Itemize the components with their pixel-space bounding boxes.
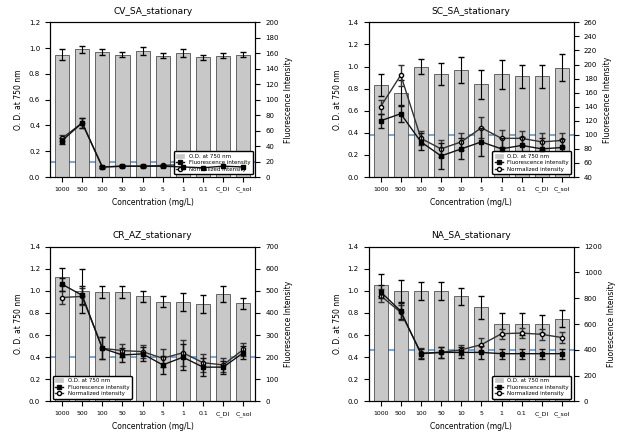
Bar: [55, 54, 69, 177]
Bar: [494, 324, 509, 401]
Bar: [75, 291, 89, 401]
Bar: [156, 56, 170, 177]
Bar: [454, 297, 468, 401]
Legend: O.D. at 750 nm, Fluorescence intensity, Normalized intensity: O.D. at 750 nm, Fluorescence intensity, …: [174, 151, 253, 174]
Bar: [414, 66, 428, 177]
Legend: O.D. at 750 nm, Fluorescence intensity, Normalized intensity: O.D. at 750 nm, Fluorescence intensity, …: [52, 376, 132, 399]
Bar: [176, 302, 190, 401]
Title: NA_SA_stationary: NA_SA_stationary: [431, 231, 511, 240]
Bar: [216, 56, 230, 177]
Legend: O.D. at 750 nm, Fluorescence intensity, Normalized intensity: O.D. at 750 nm, Fluorescence intensity, …: [492, 151, 572, 174]
Bar: [434, 74, 448, 177]
Bar: [494, 74, 509, 177]
Bar: [555, 318, 569, 401]
Bar: [515, 324, 529, 401]
Bar: [535, 324, 549, 401]
Y-axis label: Fluorescence Intensity: Fluorescence Intensity: [285, 281, 293, 367]
Bar: [196, 57, 210, 177]
Y-axis label: O. D. at 750 nm: O. D. at 750 nm: [333, 70, 342, 130]
X-axis label: Concentration (mg/L): Concentration (mg/L): [112, 198, 193, 207]
Y-axis label: O. D. at 750 nm: O. D. at 750 nm: [14, 294, 23, 354]
Bar: [474, 84, 489, 177]
Y-axis label: Fluorescence Intensity: Fluorescence Intensity: [603, 57, 612, 143]
Bar: [555, 68, 569, 177]
Title: CR_AZ_stationary: CR_AZ_stationary: [113, 231, 193, 240]
Bar: [75, 50, 89, 177]
Y-axis label: Fluorescence Intensity: Fluorescence Intensity: [285, 57, 293, 143]
Bar: [115, 54, 130, 177]
Bar: [135, 51, 150, 177]
Title: CV_SA_stationary: CV_SA_stationary: [113, 7, 192, 16]
Bar: [176, 53, 190, 177]
Bar: [434, 291, 448, 401]
Bar: [95, 52, 109, 177]
Bar: [236, 54, 250, 177]
Bar: [414, 291, 428, 401]
Bar: [394, 93, 408, 177]
Bar: [474, 307, 489, 401]
Bar: [196, 304, 210, 401]
Y-axis label: Fluorescence Intensity: Fluorescence Intensity: [607, 281, 617, 367]
Bar: [374, 85, 388, 177]
Title: SC_SA_stationary: SC_SA_stationary: [432, 7, 510, 16]
Bar: [454, 70, 468, 177]
Bar: [216, 294, 230, 401]
X-axis label: Concentration (mg/L): Concentration (mg/L): [112, 422, 193, 431]
Bar: [374, 285, 388, 401]
Bar: [535, 76, 549, 177]
Bar: [394, 291, 408, 401]
Bar: [156, 302, 170, 401]
Bar: [95, 292, 109, 401]
Bar: [236, 303, 250, 401]
Y-axis label: O. D. at 750 nm: O. D. at 750 nm: [333, 294, 342, 354]
X-axis label: Concentration (mg/L): Concentration (mg/L): [431, 198, 512, 207]
Bar: [515, 76, 529, 177]
Legend: O.D. at 750 nm, Fluorescence intensity, Normalized intensity: O.D. at 750 nm, Fluorescence intensity, …: [492, 376, 572, 399]
Bar: [115, 292, 130, 401]
X-axis label: Concentration (mg/L): Concentration (mg/L): [431, 422, 512, 431]
Bar: [135, 297, 150, 401]
Bar: [55, 277, 69, 401]
Y-axis label: O. D. at 750 nm: O. D. at 750 nm: [14, 70, 23, 130]
